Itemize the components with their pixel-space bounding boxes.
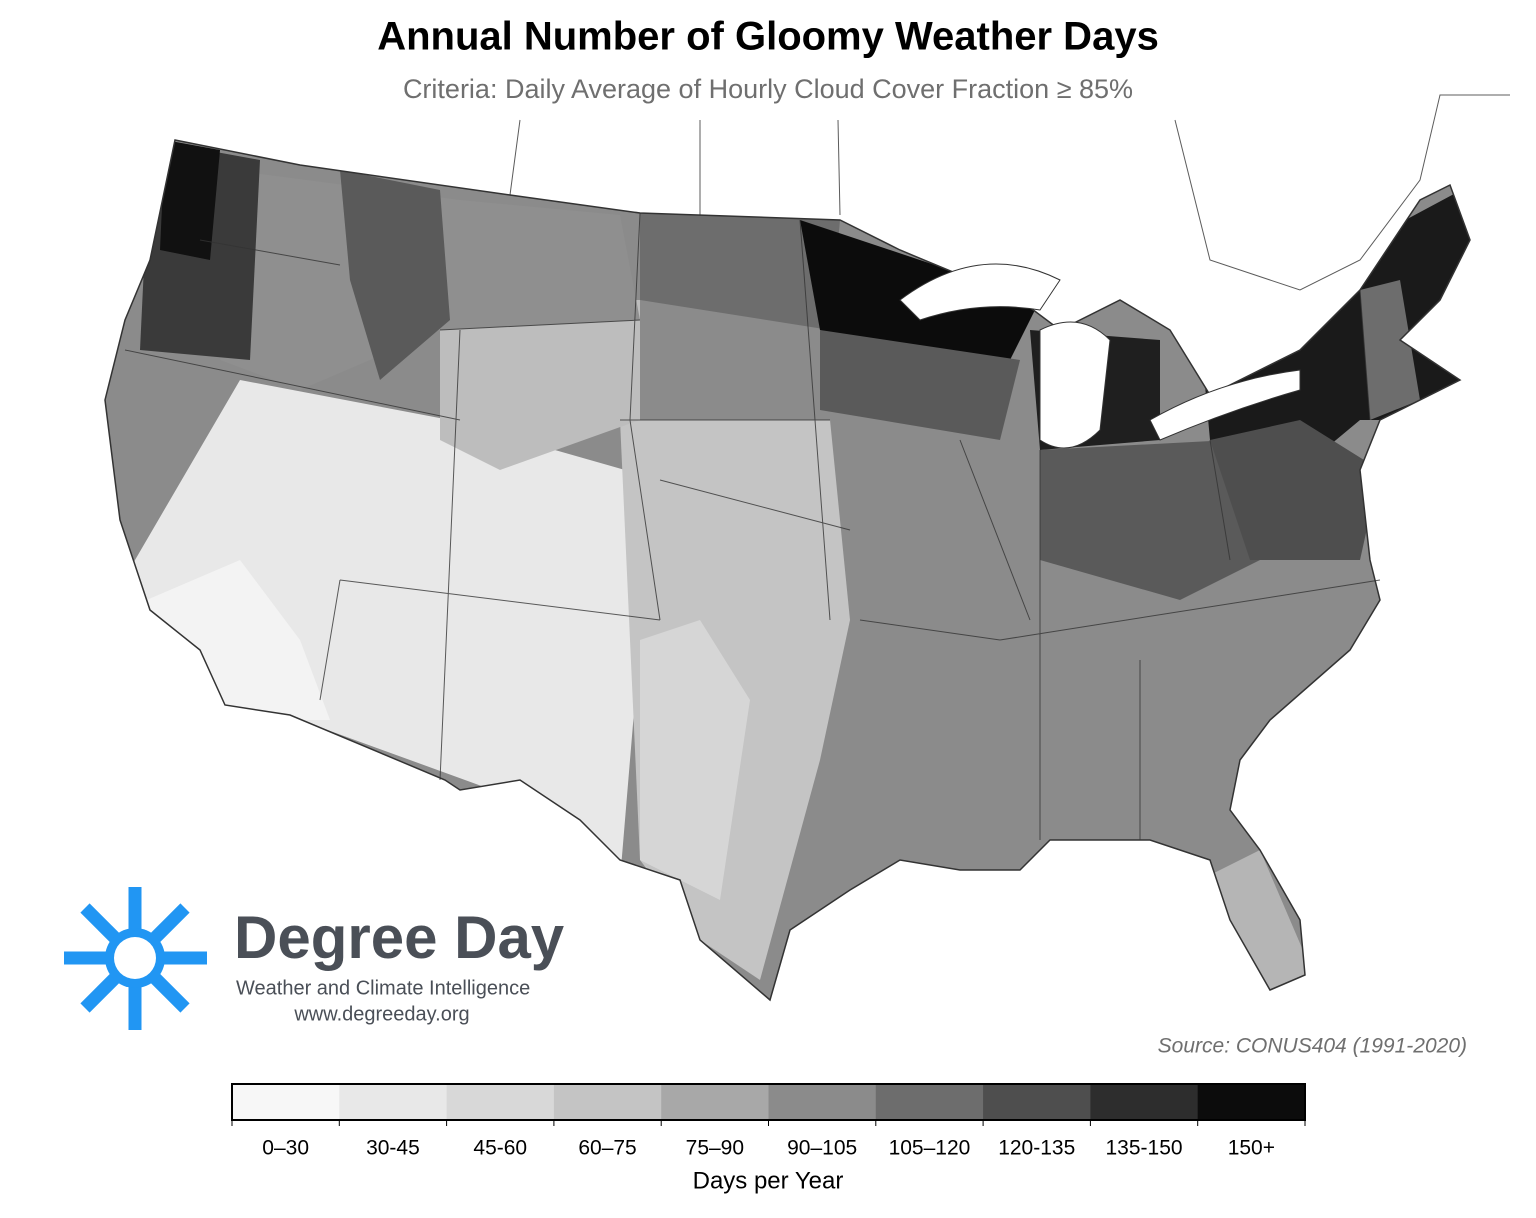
logo-url: www.degreeday.org [293,1003,469,1025]
legend-label: 105–120 [889,1137,971,1160]
legend-swatch [339,1084,448,1120]
legend-swatch [446,1084,555,1120]
legend-label: 60–75 [578,1137,636,1160]
legend-label: 120-135 [998,1137,1075,1160]
legend-swatch [1090,1084,1199,1120]
legend-label: 75–90 [686,1137,744,1160]
legend-swatch [768,1084,877,1120]
logo-name: Degree Day [234,904,565,971]
legend-label: 0–30 [262,1137,309,1160]
legend-swatch [232,1084,340,1120]
legend-swatch [1197,1084,1306,1120]
shaded-regions [105,140,1470,1000]
legend: 0–30 30-45 45-60 60–75 75–90 90–105 105–120 120… [231,1083,1306,1160]
legend-frame [231,1083,1306,1121]
legend-label: 45-60 [473,1137,527,1160]
source-note: Source: CONUS404 (1991-2020) [1158,1035,1467,1058]
legend-swatch [553,1084,662,1120]
subtitle: Criteria: Daily Average of Hourly Cloud … [403,74,1133,104]
logo: Degree Day Weather and Climate Intellige… [64,887,565,1030]
logo-tagline: Weather and Climate Intelligence [236,977,530,999]
legend-label: 90–105 [787,1137,857,1160]
legend-swatch [875,1084,984,1120]
legend-label: 150+ [1228,1137,1275,1160]
legend-label: 135-150 [1106,1137,1183,1160]
map [104,94,1510,1002]
title: Annual Number of Gloomy Weather Days [377,15,1159,59]
legend-label: 30-45 [366,1137,420,1160]
legend-swatch [983,1084,1091,1120]
legend-title: Days per Year [693,1167,844,1194]
legend-swatch [661,1084,769,1120]
